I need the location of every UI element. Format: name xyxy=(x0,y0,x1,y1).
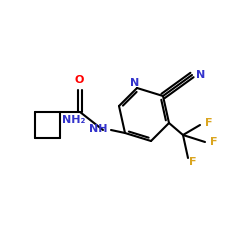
Text: F: F xyxy=(189,157,196,167)
Text: NH₂: NH₂ xyxy=(62,115,85,125)
Text: N: N xyxy=(130,78,140,88)
Text: NH: NH xyxy=(88,124,107,134)
Text: F: F xyxy=(205,118,212,128)
Text: N: N xyxy=(196,70,205,80)
Text: O: O xyxy=(74,75,84,85)
Text: F: F xyxy=(210,137,218,147)
